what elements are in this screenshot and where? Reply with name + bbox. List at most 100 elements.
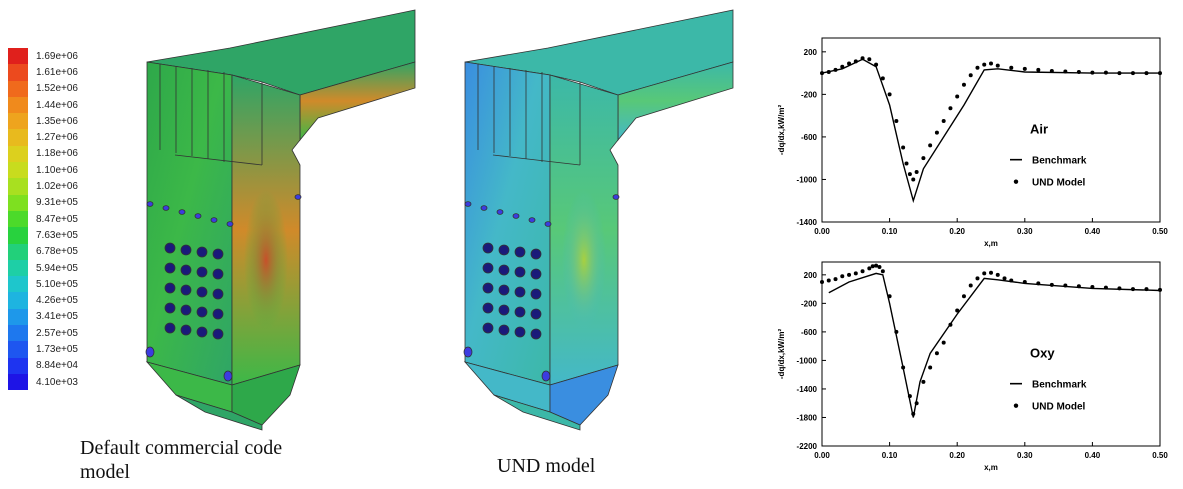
data-point	[827, 279, 831, 283]
x-tick-label: 0.40	[1085, 227, 1101, 236]
data-point	[1077, 284, 1081, 288]
x-tick-label: 0.30	[1017, 451, 1033, 460]
y-tick-label: -600	[801, 328, 818, 337]
data-point	[861, 269, 865, 273]
data-point	[1104, 71, 1108, 75]
data-point	[989, 62, 993, 66]
data-point	[942, 341, 946, 345]
legend-label: Benchmark	[1032, 380, 1087, 391]
data-point	[1104, 286, 1108, 290]
y-tick-label: 200	[804, 271, 818, 280]
data-point	[975, 66, 979, 70]
x-axis-label: x,m	[984, 463, 998, 472]
data-point	[955, 308, 959, 312]
data-point	[894, 330, 898, 334]
data-point	[911, 177, 915, 181]
data-point	[911, 412, 915, 416]
data-point	[928, 143, 932, 147]
data-point	[955, 94, 959, 98]
data-point	[975, 276, 979, 280]
data-point	[1050, 69, 1054, 73]
data-point	[877, 265, 881, 269]
data-point	[969, 284, 973, 288]
data-point	[854, 59, 858, 63]
x-tick-label: 0.10	[882, 451, 898, 460]
data-point	[1003, 276, 1007, 280]
annotation: Oxy	[1030, 346, 1055, 361]
x-tick-label: 0.00	[814, 451, 830, 460]
data-point	[894, 119, 898, 123]
data-point	[1090, 285, 1094, 289]
y-tick-label: -200	[801, 90, 818, 99]
data-point	[874, 63, 878, 67]
y-tick-label: -2200	[797, 442, 818, 451]
data-point	[962, 294, 966, 298]
data-point	[1158, 288, 1162, 292]
y-tick-label: -1400	[797, 385, 818, 394]
chart: 200-200-600-1000-14000.000.100.200.300.4…	[770, 28, 1180, 260]
data-point	[820, 280, 824, 284]
legend-label: Benchmark	[1032, 156, 1087, 167]
data-point	[1023, 67, 1027, 71]
data-point	[854, 271, 858, 275]
boiler	[146, 10, 415, 430]
annotation: Air	[1030, 122, 1048, 137]
data-point	[861, 56, 865, 60]
data-point	[1050, 283, 1054, 287]
x-tick-label: 0.50	[1152, 227, 1168, 236]
data-point	[834, 68, 838, 72]
models	[0, 0, 760, 440]
x-tick-label: 0.20	[949, 227, 965, 236]
data-point	[1090, 71, 1094, 75]
data-point	[1023, 280, 1027, 284]
data-point	[982, 271, 986, 275]
data-point	[1063, 70, 1067, 74]
data-point	[908, 394, 912, 398]
data-point	[982, 63, 986, 67]
data-point	[1144, 287, 1148, 291]
data-point	[996, 273, 1000, 277]
data-point	[901, 146, 905, 150]
y-tick-label: -200	[801, 299, 818, 308]
data-point	[1117, 71, 1121, 75]
data-point	[1063, 284, 1067, 288]
x-tick-label: 0.30	[1017, 227, 1033, 236]
data-point	[840, 274, 844, 278]
boiler	[464, 10, 733, 430]
data-point	[820, 71, 824, 75]
y-tick-label: -1000	[797, 356, 818, 365]
data-point	[948, 323, 952, 327]
data-point	[1077, 70, 1081, 74]
data-point	[969, 73, 973, 77]
data-point	[921, 156, 925, 160]
data-point	[888, 294, 892, 298]
legend-marker	[1014, 179, 1018, 183]
data-point	[1117, 286, 1121, 290]
data-point	[1036, 281, 1040, 285]
caption: Default commercial code model	[80, 436, 310, 484]
data-point	[1158, 71, 1162, 75]
data-point	[871, 264, 875, 268]
legend-marker	[1014, 403, 1018, 407]
data-point	[915, 170, 919, 174]
x-axis-label: x,m	[984, 239, 998, 248]
x-tick-label: 0.20	[949, 451, 965, 460]
data-point	[948, 106, 952, 110]
data-point	[1144, 71, 1148, 75]
data-point	[1036, 68, 1040, 72]
data-point	[1009, 279, 1013, 283]
x-tick-label: 0.40	[1085, 451, 1101, 460]
y-tick-label: 200	[804, 48, 818, 57]
y-tick-label: -1400	[797, 218, 818, 227]
data-point	[867, 57, 871, 61]
page: {"colorbar": {"labels": ["1.69e+06","1.6…	[0, 0, 1183, 489]
legend-label: UND Model	[1032, 402, 1086, 413]
data-point	[834, 277, 838, 281]
data-point	[881, 76, 885, 80]
data-point	[827, 70, 831, 74]
data-point	[935, 131, 939, 135]
data-point	[962, 83, 966, 87]
data-point	[942, 119, 946, 123]
data-point	[867, 266, 871, 270]
y-axis-label: -dq/dx,kW/m²	[777, 105, 786, 156]
